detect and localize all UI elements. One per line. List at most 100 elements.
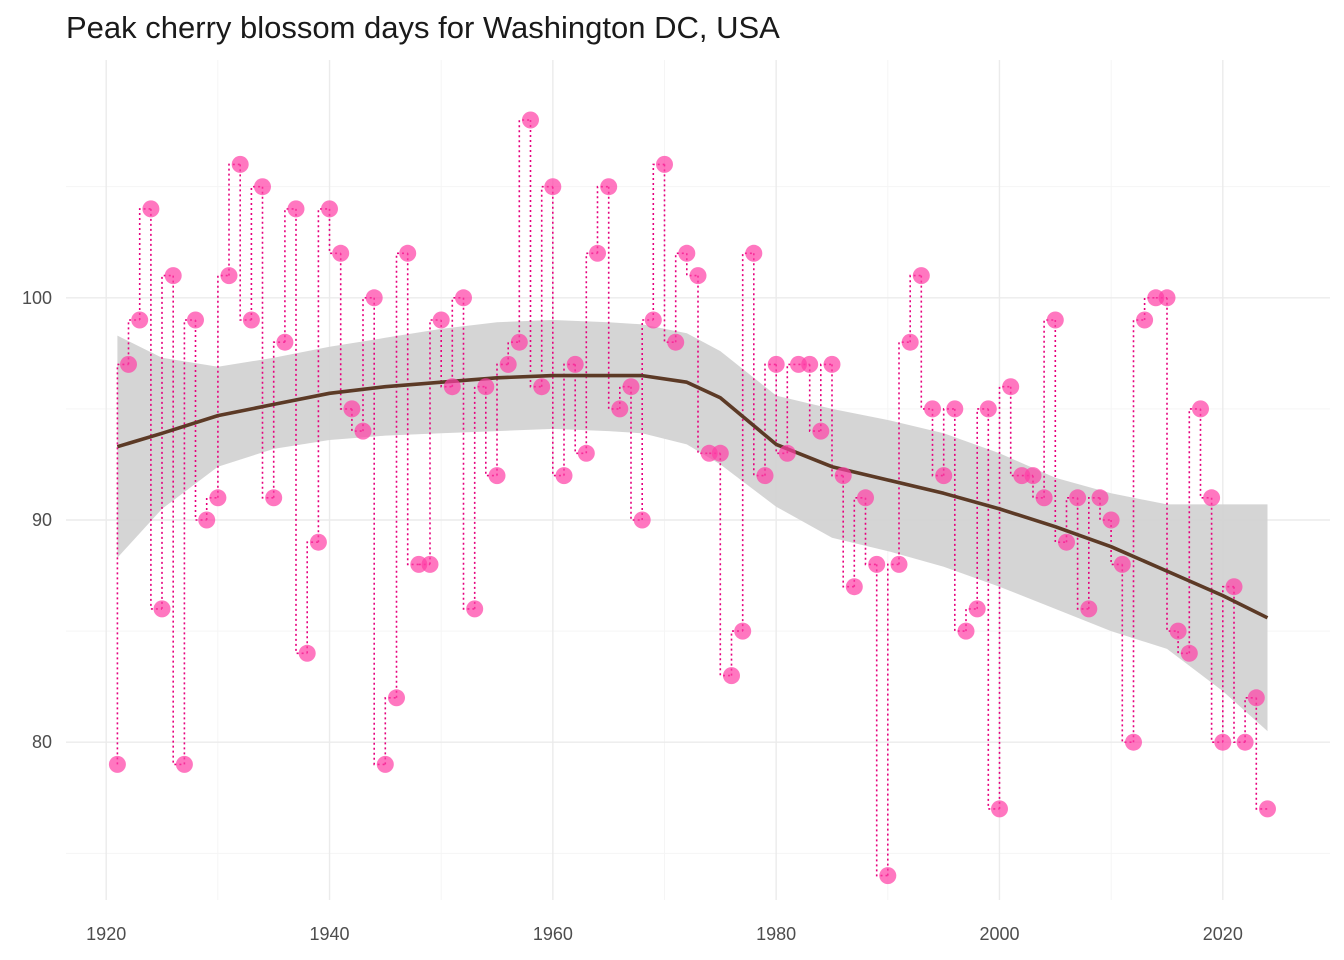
step-segment bbox=[440, 320, 453, 388]
data-point bbox=[164, 267, 182, 285]
data-point bbox=[611, 400, 629, 418]
step-segment bbox=[719, 453, 732, 677]
step-segment bbox=[652, 163, 665, 320]
trend-line-path bbox=[116, 373, 1269, 620]
data-point bbox=[901, 333, 919, 351]
step-segment bbox=[596, 185, 609, 254]
step-segment bbox=[116, 363, 129, 765]
data-point bbox=[120, 355, 137, 373]
step-segment bbox=[306, 541, 319, 654]
data-point bbox=[1236, 733, 1254, 751]
data-point bbox=[343, 400, 361, 418]
data-point bbox=[756, 467, 774, 485]
data-point bbox=[678, 244, 696, 262]
y-tick-label: 100 bbox=[22, 288, 52, 308]
step-segment bbox=[808, 364, 821, 432]
data-point bbox=[723, 667, 740, 685]
data-point bbox=[388, 689, 405, 707]
step-segment bbox=[228, 163, 241, 276]
data-point bbox=[879, 867, 897, 885]
data-point bbox=[1046, 311, 1064, 329]
step-segment bbox=[1076, 497, 1089, 610]
data-point bbox=[656, 155, 673, 173]
trend-line bbox=[116, 373, 1269, 620]
data-point bbox=[1125, 733, 1142, 751]
y-axis-ticks: 80 90 100 bbox=[22, 288, 52, 752]
data-point bbox=[265, 489, 283, 507]
data-point bbox=[1035, 489, 1053, 507]
step-segment bbox=[250, 185, 263, 320]
data-point bbox=[566, 355, 584, 373]
data-point bbox=[778, 444, 796, 462]
step-segment bbox=[920, 275, 933, 410]
data-points bbox=[108, 111, 1276, 885]
step-segment bbox=[942, 408, 955, 476]
data-point bbox=[332, 244, 350, 262]
step-segment bbox=[529, 120, 542, 388]
data-point bbox=[857, 489, 874, 507]
x-axis-ticks: 1920 1940 1960 1980 2000 2020 bbox=[86, 924, 1243, 944]
step-segment bbox=[987, 408, 1000, 810]
data-point bbox=[443, 378, 461, 396]
data-point bbox=[1102, 511, 1120, 529]
step-segment bbox=[909, 274, 922, 343]
data-point bbox=[421, 555, 439, 573]
data-point bbox=[935, 467, 953, 485]
data-point bbox=[644, 311, 662, 329]
step-segment bbox=[1255, 697, 1268, 810]
data-point bbox=[254, 178, 271, 196]
data-point bbox=[510, 333, 528, 351]
data-point bbox=[1214, 733, 1232, 751]
data-point bbox=[745, 244, 763, 262]
data-point bbox=[812, 422, 830, 440]
data-point bbox=[354, 422, 372, 440]
data-point bbox=[1002, 378, 1020, 396]
data-point bbox=[522, 111, 539, 129]
data-point bbox=[968, 600, 986, 618]
y-tick-label: 90 bbox=[32, 510, 52, 530]
step-segment bbox=[1233, 586, 1246, 743]
step-segment bbox=[150, 208, 162, 610]
data-point bbox=[1080, 600, 1098, 618]
data-point bbox=[633, 511, 651, 529]
data-point bbox=[979, 400, 997, 418]
data-point bbox=[1247, 689, 1265, 707]
data-point bbox=[365, 289, 383, 307]
data-point bbox=[287, 200, 305, 218]
step-segment bbox=[663, 164, 676, 343]
step-segment bbox=[339, 253, 352, 410]
data-point bbox=[477, 378, 495, 396]
step-segment bbox=[138, 208, 151, 320]
data-point bbox=[834, 467, 852, 485]
chart-title: Peak cherry blossom days for Washington … bbox=[66, 10, 780, 45]
x-tick-label: 1920 bbox=[86, 924, 126, 944]
data-point bbox=[912, 267, 930, 285]
step-segment bbox=[1132, 319, 1145, 743]
step-segment bbox=[462, 297, 475, 610]
data-point bbox=[622, 378, 640, 396]
data-point bbox=[1180, 644, 1198, 662]
step-segment bbox=[1199, 408, 1212, 499]
data-point bbox=[1136, 311, 1154, 329]
data-point bbox=[242, 311, 260, 329]
data-point bbox=[734, 622, 752, 640]
data-point bbox=[1203, 489, 1221, 507]
step-segment bbox=[284, 208, 296, 343]
data-point bbox=[589, 244, 606, 262]
data-point bbox=[187, 311, 204, 329]
data-point bbox=[544, 178, 562, 196]
step-segment bbox=[373, 297, 386, 766]
data-point bbox=[376, 755, 394, 773]
step-segment bbox=[261, 186, 274, 499]
data-point bbox=[231, 155, 249, 173]
data-point bbox=[198, 511, 216, 529]
data-point bbox=[1091, 489, 1109, 507]
step-segment bbox=[931, 408, 944, 477]
data-point bbox=[1024, 467, 1042, 485]
data-point bbox=[946, 400, 964, 418]
data-point bbox=[924, 400, 941, 418]
data-point bbox=[1058, 533, 1075, 551]
step-segment bbox=[831, 364, 844, 477]
step-segment bbox=[887, 563, 899, 876]
